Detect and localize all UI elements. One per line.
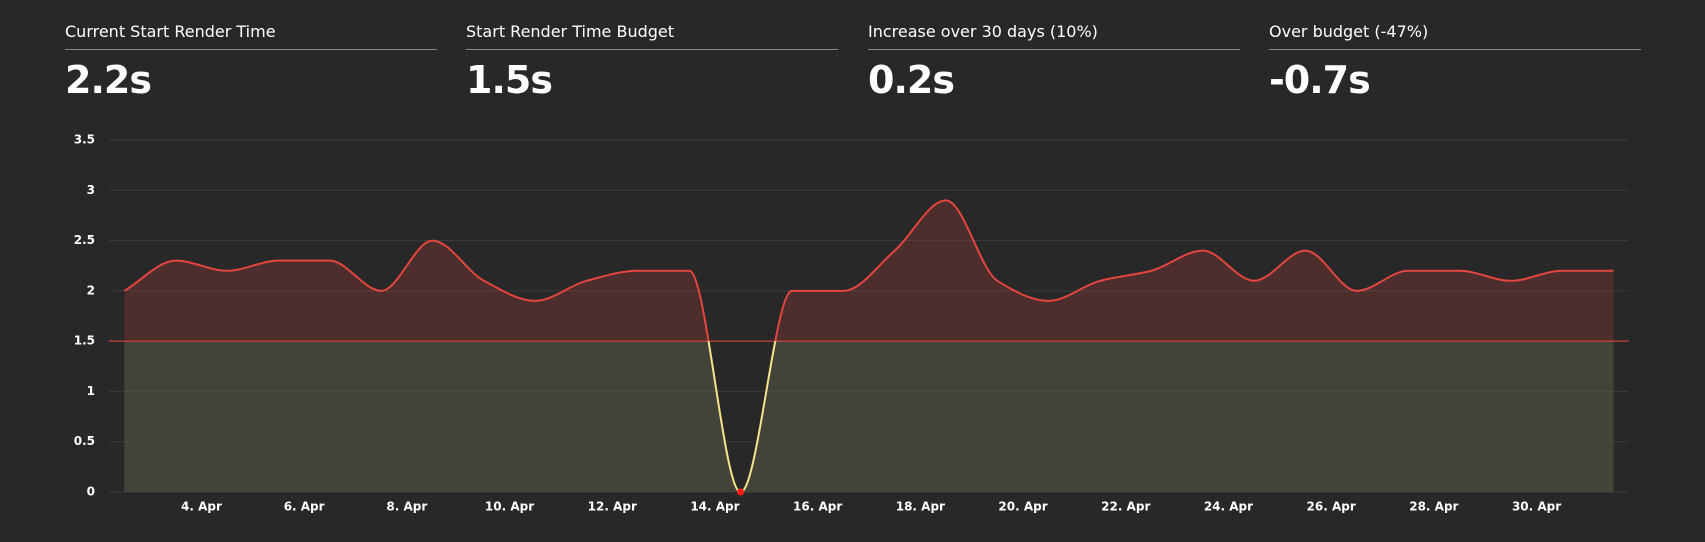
x-tick-label: 14. Apr <box>690 500 739 514</box>
x-tick-label: 8. Apr <box>386 500 427 514</box>
y-tick-label: 3.5 <box>74 133 95 147</box>
y-tick-label: 3 <box>87 183 95 197</box>
x-tick-label: 28. Apr <box>1409 500 1458 514</box>
line <box>123 199 1614 342</box>
stat: Start Render Time Budget 1.5s <box>466 22 838 102</box>
stat: Current Start Render Time 2.2s <box>65 22 437 102</box>
stat-value: -0.7s <box>1269 58 1371 102</box>
stat-value: 0.2s <box>868 58 955 102</box>
y-tick-label: 0 <box>87 485 95 499</box>
x-tick-label: 26. Apr <box>1307 500 1356 514</box>
x-tick-label: 10. Apr <box>485 500 534 514</box>
y-tick-label: 1 <box>87 384 95 398</box>
y-tick-label: 2 <box>87 283 95 297</box>
y-tick-label: 2.5 <box>74 233 95 247</box>
y-tick-label: 1.5 <box>74 334 95 348</box>
x-tick-label: 30. Apr <box>1512 500 1561 514</box>
min-point <box>737 488 745 496</box>
stat: Increase over 30 days (10%) 0.2s <box>868 22 1240 102</box>
x-tick-label: 6. Apr <box>284 500 325 514</box>
stat-label: Start Render Time Budget <box>466 22 838 50</box>
x-tick-label: 16. Apr <box>793 500 842 514</box>
y-tick-label: 0.5 <box>74 434 95 448</box>
area-below <box>124 341 1614 492</box>
stat-label: Increase over 30 days (10%) <box>868 22 1240 50</box>
x-tick-label: 4. Apr <box>181 500 222 514</box>
stat-value: 2.2s <box>65 58 152 102</box>
x-tick-label: 20. Apr <box>998 500 1047 514</box>
x-tick-label: 18. Apr <box>896 500 945 514</box>
stat-value: 1.5s <box>466 58 553 102</box>
x-tick-label: 12. Apr <box>588 500 637 514</box>
stat-label: Current Start Render Time <box>65 22 437 50</box>
stat-label: Over budget (-47%) <box>1269 22 1641 50</box>
stat: Over budget (-47%) -0.7s <box>1269 22 1641 102</box>
x-tick-label: 22. Apr <box>1101 500 1150 514</box>
area-above <box>124 200 1614 342</box>
x-tick-label: 24. Apr <box>1204 500 1253 514</box>
